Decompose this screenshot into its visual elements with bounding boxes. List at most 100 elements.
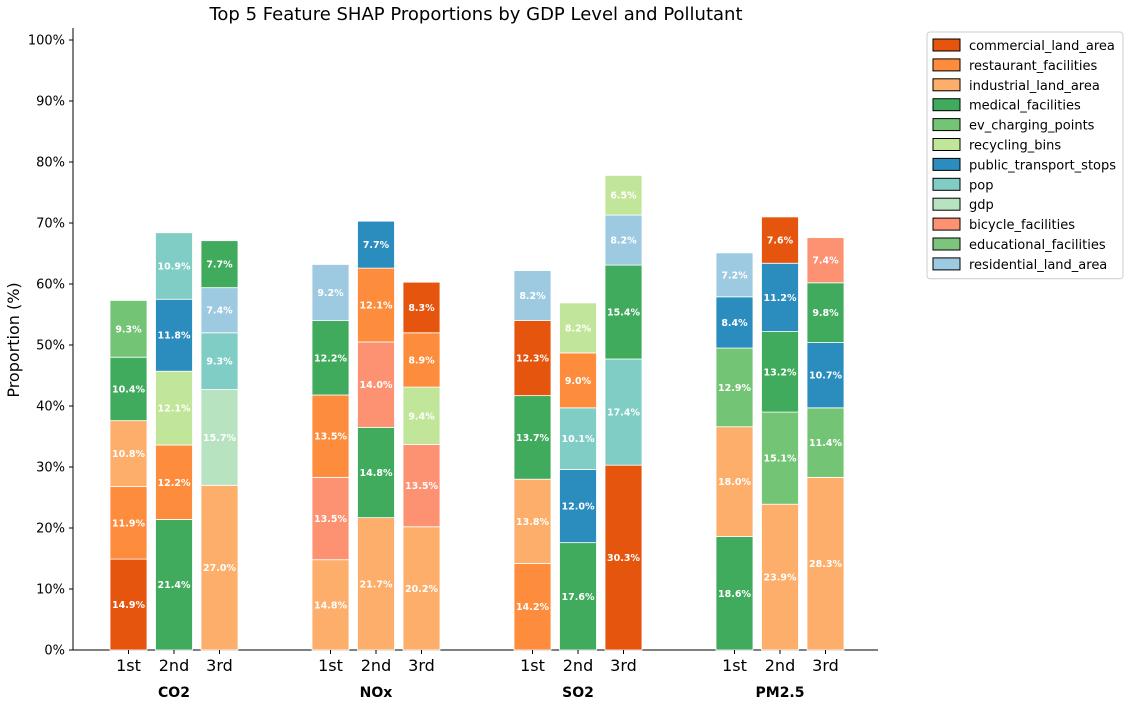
bar-segment-bicycle_facilities [311, 476, 350, 561]
segment-label: 15.7% [203, 433, 236, 444]
segment-label: 13.8% [516, 517, 549, 528]
bar-segment-gdp [200, 389, 239, 486]
legend-label: medical_facilities [969, 99, 1081, 114]
legend-swatch-medical_facilities [932, 98, 961, 112]
bar-segment-residential_land_area [200, 287, 239, 334]
y-axis-label: Proportion (%) [4, 282, 23, 397]
bar-segment-medical_facilities [715, 536, 754, 651]
segment-label: 10.9% [158, 262, 191, 273]
y-tick-label: 60% [36, 278, 65, 293]
x-tick-label: 3rd [812, 656, 839, 675]
segment-label: 10.7% [809, 371, 842, 382]
segment-label: 17.4% [607, 408, 640, 419]
segment-label: 13.5% [314, 514, 347, 525]
x-tick-label: 3rd [610, 656, 637, 675]
segment-label: 21.7% [360, 579, 393, 590]
segment-label: 11.4% [809, 438, 842, 449]
segment-label: 28.3% [809, 559, 842, 570]
legend-label: residential_land_area [969, 258, 1107, 273]
bar-segment-restaurant_facilities [402, 332, 441, 388]
bar-segment-medical_facilities [806, 282, 845, 343]
segment-label: 13.5% [405, 481, 438, 492]
segment-label: 7.4% [206, 306, 233, 317]
bar-segment-medical_facilities [109, 356, 148, 422]
bar-segment-public_transport_stops [806, 342, 845, 409]
legend-swatch-educational_facilities [932, 237, 961, 251]
segment-label: 9.0% [565, 376, 592, 387]
x-tick-label: 3rd [206, 656, 233, 675]
segment-label: 12.9% [718, 383, 751, 394]
segment-label: 10.8% [112, 449, 145, 460]
y-tick-label: 20% [36, 522, 65, 537]
segment-label: 27.0% [203, 563, 236, 574]
bar-segment-pop [200, 332, 239, 390]
legend-swatch-gdp [932, 197, 961, 211]
chart-title: Top 5 Feature SHAP Proportions by GDP Le… [208, 4, 742, 25]
x-tick-label: 3rd [408, 656, 435, 675]
legend-swatch-residential_land_area [932, 257, 961, 271]
bar-segment-industrial_land_area [109, 420, 148, 487]
bar-segment-bicycle_facilities [402, 444, 441, 528]
bar-segment-public_transport_stops [761, 262, 799, 332]
x-tick-label: 1st [520, 656, 545, 675]
bar-segment-restaurant_facilities [513, 562, 552, 651]
bar-segment-medical_facilities [604, 264, 643, 360]
bar-segment-commercial_land_area [761, 216, 799, 264]
segment-label: 9.2% [317, 288, 344, 299]
bar-segment-recycling_bins [604, 175, 643, 216]
bar-segment-industrial_land_area [200, 484, 239, 651]
segment-label: 20.2% [405, 584, 438, 595]
bar-segment-medical_facilities [155, 519, 193, 651]
legend-swatch-recycling_bins [932, 138, 961, 151]
segment-label: 17.6% [562, 592, 595, 603]
x-tick-label: 2nd [361, 656, 391, 675]
x-tick-label: 1st [116, 656, 141, 675]
y-tick-label: 50% [36, 339, 65, 354]
segment-label: 8.4% [721, 318, 748, 329]
segment-label: 14.2% [516, 602, 549, 613]
segment-label: 8.9% [408, 355, 435, 366]
segment-label: 7.2% [721, 270, 748, 281]
bar-segment-recycling_bins [559, 302, 597, 354]
bar-segment-public_transport_stops [559, 469, 597, 544]
legend-label: public_transport_stops [969, 158, 1116, 173]
segment-label: 8.2% [565, 323, 592, 334]
segment-label: 10.4% [112, 384, 145, 395]
segment-label: 9.8% [812, 308, 839, 319]
y-tick-label: 70% [36, 217, 65, 232]
bar-segment-commercial_land_area [513, 320, 552, 397]
bar-segment-ev_charging_points [715, 347, 754, 428]
segment-label: 18.6% [718, 589, 751, 600]
segment-label: 15.1% [764, 454, 797, 465]
segment-label: 7.6% [767, 236, 794, 247]
bar-segment-residential_land_area [513, 270, 552, 321]
segment-label: 11.9% [112, 518, 145, 529]
segment-label: 8.3% [408, 303, 435, 314]
bar-segment-restaurant_facilities [357, 267, 395, 343]
segment-label: 14.8% [360, 468, 393, 479]
segment-label: 9.3% [115, 324, 142, 335]
bar-segment-pop [155, 232, 193, 300]
segment-label: 18.0% [718, 477, 751, 488]
segment-label: 10.1% [562, 434, 595, 445]
segment-label: 9.3% [206, 357, 233, 368]
bar-segment-restaurant_facilities [559, 352, 597, 409]
bar-segment-commercial_land_area [402, 281, 441, 334]
segment-label: 7.7% [363, 240, 390, 251]
y-tick-label: 100% [28, 34, 65, 49]
bar-segment-ev_charging_points [806, 407, 845, 478]
segment-label: 14.9% [112, 600, 145, 611]
segment-label: 6.5% [610, 191, 637, 202]
y-tick-label: 40% [36, 400, 65, 415]
legend-swatch-restaurant_facilities [932, 58, 961, 72]
legend-label: educational_facilities [969, 238, 1106, 253]
legend-swatch-commercial_land_area [932, 38, 961, 52]
group-label: PM2.5 [756, 685, 805, 701]
legend-frame [926, 31, 1124, 280]
legend-label: commercial_land_area [969, 39, 1115, 54]
segment-label: 14.8% [314, 600, 347, 611]
segment-label: 30.3% [607, 553, 640, 564]
bar-segment-commercial_land_area [109, 558, 148, 651]
legend-swatch-pop [932, 177, 961, 191]
y-tick-label: 10% [36, 583, 65, 598]
